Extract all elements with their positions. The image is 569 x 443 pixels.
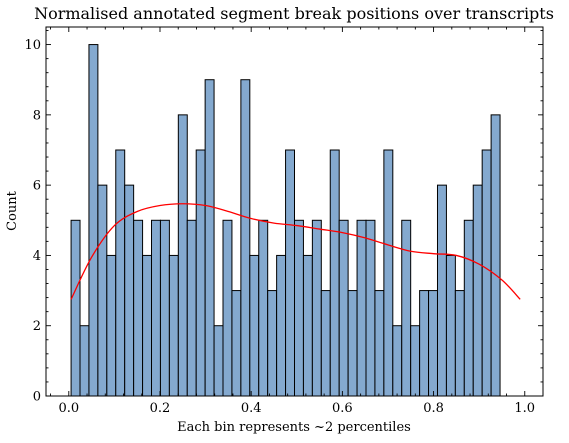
histogram-bar [195, 149, 206, 397]
histogram-bar [276, 254, 287, 397]
histogram-bar [347, 290, 358, 397]
histogram-bar [142, 254, 153, 397]
kde-line [70, 203, 521, 300]
histogram-bar [79, 325, 90, 397]
histogram-bar [159, 219, 170, 397]
bars-layer [70, 44, 501, 397]
histogram-bar [294, 219, 304, 397]
histogram-bar [472, 184, 483, 397]
x-tick-label: 0.0 [58, 401, 79, 416]
plot-frame [45, 26, 544, 397]
x-axis-label: Each bin represents ~2 percentiles [177, 420, 411, 435]
histogram-bar [356, 219, 367, 397]
y-tick-label: 8 [33, 108, 41, 123]
histogram-bar [410, 325, 421, 397]
x-tick-label: 1.0 [514, 401, 535, 416]
y-tick-label: 2 [33, 319, 41, 334]
histogram-bar [311, 219, 322, 397]
histogram-bar [419, 290, 430, 397]
histogram-bar [490, 114, 501, 397]
histogram-bar [401, 219, 412, 397]
histogram-bar [445, 254, 456, 397]
y-tick-label: 6 [33, 179, 41, 194]
y-tick-label: 10 [24, 38, 41, 53]
x-tick-label: 0.6 [332, 401, 353, 416]
histogram-bar [186, 219, 197, 397]
histogram-bar [204, 79, 215, 397]
histogram-bar [285, 149, 295, 397]
histogram-bar [392, 325, 403, 397]
y-ticks: 0 2 4 6 8 10 [24, 30, 543, 405]
histogram-bar [97, 184, 108, 397]
histogram-bar [338, 219, 349, 397]
histogram-bar [151, 219, 161, 397]
histogram-bar [240, 79, 251, 397]
histogram-bar [168, 254, 179, 397]
histogram-bar [177, 114, 188, 397]
y-tick-label: 0 [33, 390, 41, 405]
y-tick-label: 4 [33, 249, 41, 264]
chart-title: Normalised annotated segment break posit… [34, 4, 554, 23]
histogram-bar [383, 149, 394, 397]
histogram-bar [365, 219, 376, 397]
histogram-bar [115, 149, 126, 397]
histogram-bar [463, 219, 474, 397]
histogram-bar [70, 219, 81, 397]
histogram-bar [436, 184, 447, 397]
histogram-bar [106, 254, 117, 397]
histogram-bar [267, 290, 278, 397]
histogram-bar [320, 290, 331, 397]
histogram-bar [88, 44, 99, 397]
x-ticks: 0.0 0.2 0.4 0.6 0.8 1.0 [50, 27, 544, 416]
y-axis-label: Count [5, 190, 20, 231]
x-tick-label: 0.4 [241, 401, 262, 416]
histogram-bar [249, 254, 260, 397]
histogram-bar [428, 290, 438, 397]
histogram-bar [222, 219, 233, 397]
histogram-bar [329, 149, 340, 397]
x-tick-label: 0.2 [150, 401, 171, 416]
kde-layer [70, 203, 521, 300]
histogram-bar [133, 219, 144, 397]
histogram-bar [302, 254, 313, 397]
histogram-bar [374, 290, 385, 397]
histogram-bar [258, 219, 269, 397]
x-tick-label: 0.8 [423, 401, 444, 416]
histogram-bar [481, 149, 492, 397]
histogram-bar [454, 290, 465, 397]
histogram-bar [213, 325, 224, 397]
histogram-bar [231, 290, 242, 397]
